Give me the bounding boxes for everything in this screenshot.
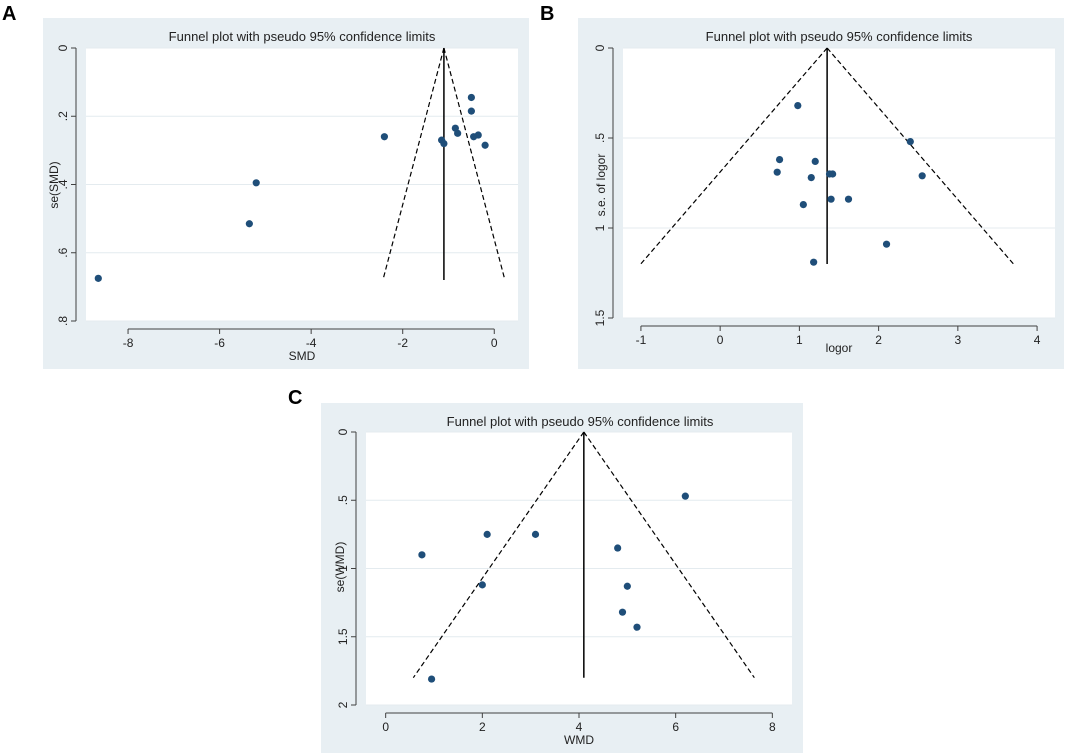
panel-b-y-label: s.e. of logor [594, 154, 608, 217]
panel-a-data-point [440, 139, 448, 148]
panel-b-data-point [794, 102, 802, 110]
panel-c-data-point [633, 623, 641, 631]
panel-c-data-point [681, 492, 689, 500]
panel-a-data-point [252, 179, 260, 187]
panel-a-data-point [467, 93, 475, 102]
panel-b-data-point [918, 172, 926, 180]
panel-c-title: Funnel plot with pseudo 95% confidence l… [447, 414, 714, 429]
panel-c-x-tick-label: 0 [382, 720, 389, 734]
panel-b-x-tick-label: 4 [1034, 333, 1041, 347]
panel-a-data-point [467, 107, 475, 115]
panel-b-data-point [773, 168, 781, 176]
panel-b-data-point [811, 157, 819, 165]
panel-b-y-tick-label: 1 [593, 224, 607, 231]
panel-b-title: Funnel plot with pseudo 95% confidence l… [706, 29, 973, 44]
panel-b: Funnel plot with pseudo 95% confidence l… [578, 18, 1064, 369]
panel-letter-b: B [540, 3, 554, 25]
panel-c-data-point [478, 581, 486, 589]
panel-b-data-point [810, 258, 818, 266]
panel-b-x-tick-label: 1 [796, 333, 803, 347]
panel-b-x-tick-label: -1 [636, 333, 647, 347]
panel-b-plot-area [623, 48, 1055, 318]
panel-b-data-point [827, 195, 835, 203]
panel-b-x-label: logor [826, 341, 853, 355]
panel-b-data-point [906, 138, 914, 146]
panel-a-x-label: SMD [289, 349, 316, 363]
panel-c-y-tick-label: 1.5 [336, 628, 350, 645]
panel-c-y-tick-label: 0 [336, 428, 350, 435]
panel-c-data-point [531, 530, 540, 538]
panel-c-x-tick-label: 4 [576, 720, 583, 734]
panel-b-data-point [807, 174, 815, 182]
panel-a-x-tick-label: -6 [214, 336, 225, 350]
panel-c-data-point [418, 551, 426, 559]
panel-a-x-tick-label: 0 [491, 336, 498, 350]
panel-a-title: Funnel plot with pseudo 95% confidence l… [169, 29, 436, 44]
panel-b-x-tick-label: 0 [717, 333, 724, 347]
panel-b-y-tick-label: .5 [593, 133, 607, 143]
panel-a-y-tick-label: .8 [56, 316, 70, 326]
panel-c: Funnel plot with pseudo 95% confidence l… [321, 403, 803, 753]
panel-a-x-tick-label: -4 [306, 336, 317, 350]
panel-c-x-label: WMD [564, 733, 594, 747]
panel-c-data-point [614, 544, 622, 552]
panel-c-y-label: se(WMD) [333, 542, 347, 593]
panel-a-y-label: se(SMD) [47, 161, 61, 208]
panel-a-data-point [94, 274, 102, 282]
panel-letter-c: C [288, 387, 302, 409]
panel-b-x-tick-label: 3 [955, 333, 962, 347]
panel-a-x-tick-label: -2 [397, 336, 408, 350]
panel-b-data-point [775, 156, 784, 164]
panel-b-data-point [882, 240, 891, 248]
panel-a-y-tick-label: 0 [56, 44, 70, 51]
panel-a-y-tick-label: .2 [56, 111, 70, 121]
panel-c-y-tick-label: 1 [336, 565, 350, 572]
panel-c-upper-confidence-limit [583, 431, 755, 679]
panel-a: Funnel plot with pseudo 95% confidence l… [43, 18, 529, 369]
panel-b-x-tick-label: 2 [875, 333, 882, 347]
panel-a-data-point [380, 133, 388, 141]
panel-letter-a: A [2, 3, 16, 25]
panel-a-y-tick-label: .4 [56, 179, 70, 189]
panel-a-x-tick-label: -8 [123, 336, 134, 350]
panel-b-data-point [829, 170, 837, 178]
panel-c-data-point [623, 582, 631, 590]
panel-b-y-tick-label: 1.5 [593, 309, 607, 326]
panel-a-data-point [454, 129, 462, 137]
panel-b-y-tick-label: 0 [593, 44, 607, 51]
panel-c-x-tick-label: 2 [479, 720, 486, 734]
panel-c-lower-confidence-limit [412, 431, 585, 679]
panel-c-x-tick-label: 6 [672, 720, 679, 734]
panel-b-data-point [844, 195, 853, 203]
panel-c-data-point [483, 530, 491, 538]
panel-a-data-point [245, 220, 253, 228]
panel-c-y-tick-label: 2 [336, 701, 350, 708]
panel-b-data-point [799, 201, 807, 209]
panel-a-data-point [474, 131, 482, 139]
panel-a-data-point [481, 141, 489, 149]
panel-a-y-tick-label: .6 [56, 247, 70, 257]
panel-c-y-tick-label: .5 [336, 495, 350, 505]
panel-c-x-tick-label: 8 [769, 720, 776, 734]
panel-c-data-point [618, 608, 627, 616]
panel-c-data-point [427, 675, 436, 683]
